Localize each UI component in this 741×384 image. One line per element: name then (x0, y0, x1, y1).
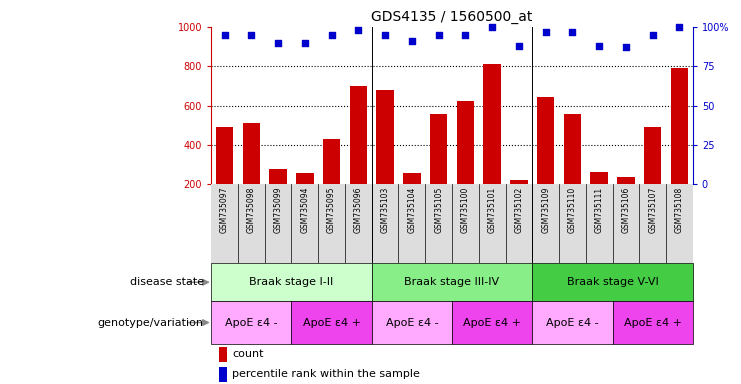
Text: Braak stage I-II: Braak stage I-II (249, 277, 333, 287)
Text: Braak stage III-IV: Braak stage III-IV (405, 277, 499, 287)
Bar (532, 301, 613, 344)
Bar (591, 172, 608, 184)
Text: GSM735105: GSM735105 (434, 187, 443, 233)
Point (486, 24, 498, 30)
Text: percentile rank within the sample: percentile rank within the sample (232, 369, 420, 379)
Point (245, 31, 257, 38)
Bar (613, 301, 693, 344)
Point (566, 28, 578, 35)
Bar (211, 301, 291, 344)
Bar (456, 101, 474, 184)
Bar (452, 301, 532, 344)
Text: GSM735106: GSM735106 (622, 187, 631, 233)
Text: ApoE ε4 +: ApoE ε4 + (302, 318, 361, 328)
Text: GSM735098: GSM735098 (247, 187, 256, 233)
Text: disease state: disease state (130, 277, 204, 287)
Bar (270, 169, 287, 184)
Point (674, 24, 685, 30)
Bar (296, 172, 313, 184)
Text: GSM735097: GSM735097 (220, 187, 229, 233)
Bar (323, 139, 340, 184)
Text: GSM735109: GSM735109 (541, 187, 550, 233)
Point (272, 40, 284, 46)
Point (594, 43, 605, 49)
Point (459, 31, 471, 38)
Point (406, 38, 418, 44)
Point (353, 27, 365, 33)
Text: genotype/variation: genotype/variation (98, 318, 204, 328)
Text: ApoE ε4 +: ApoE ε4 + (624, 318, 682, 328)
Bar (219, 346, 227, 362)
Text: ApoE ε4 -: ApoE ε4 - (385, 318, 438, 328)
Bar (564, 114, 581, 184)
Bar (511, 180, 528, 184)
Point (433, 31, 445, 38)
Text: GSM735099: GSM735099 (273, 187, 282, 233)
Bar (216, 127, 233, 184)
Bar (403, 172, 421, 184)
Text: ApoE ε4 -: ApoE ε4 - (225, 318, 278, 328)
Text: GSM735107: GSM735107 (648, 187, 657, 233)
Text: GSM735095: GSM735095 (327, 187, 336, 233)
Text: GSM735104: GSM735104 (408, 187, 416, 233)
Text: GDS4135 / 1560500_at: GDS4135 / 1560500_at (371, 10, 533, 23)
Bar (372, 263, 532, 301)
Bar (430, 114, 448, 184)
Bar (617, 177, 634, 184)
Bar (376, 90, 393, 184)
Text: count: count (232, 349, 264, 359)
Point (299, 40, 310, 46)
Text: GSM735108: GSM735108 (675, 187, 684, 233)
Point (647, 31, 659, 38)
Text: Braak stage V-VI: Braak stage V-VI (567, 277, 659, 287)
Bar (242, 123, 260, 184)
Bar (350, 86, 367, 184)
Bar (644, 127, 662, 184)
Point (379, 31, 391, 38)
Bar (211, 263, 372, 301)
Text: GSM735103: GSM735103 (381, 187, 390, 233)
Text: GSM735102: GSM735102 (514, 187, 523, 233)
Text: GSM735100: GSM735100 (461, 187, 470, 233)
Bar (671, 68, 688, 184)
Point (513, 43, 525, 49)
Text: GSM735110: GSM735110 (568, 187, 577, 233)
Point (219, 31, 230, 38)
Bar (372, 301, 452, 344)
Bar (291, 301, 372, 344)
Text: GSM735101: GSM735101 (488, 187, 496, 233)
Point (539, 28, 551, 35)
Bar (532, 263, 693, 301)
Text: GSM735111: GSM735111 (595, 187, 604, 233)
Text: GSM735094: GSM735094 (300, 187, 309, 233)
Bar (483, 64, 501, 184)
Point (325, 31, 337, 38)
Text: ApoE ε4 -: ApoE ε4 - (546, 318, 599, 328)
Bar (219, 367, 227, 382)
Point (620, 44, 632, 50)
Text: ApoE ε4 +: ApoE ε4 + (463, 318, 521, 328)
Bar (537, 97, 554, 184)
Text: GSM735096: GSM735096 (354, 187, 363, 233)
